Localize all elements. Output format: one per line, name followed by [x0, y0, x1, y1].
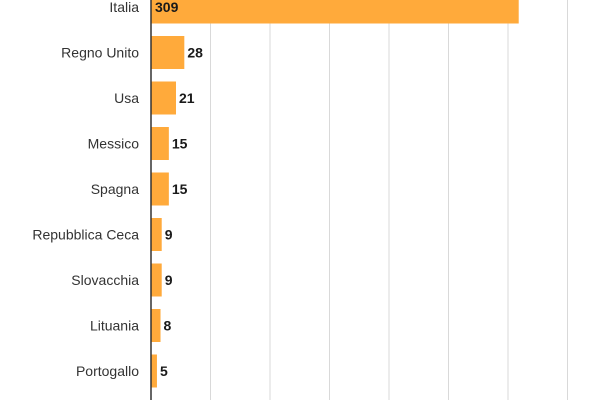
value-label: 21: [179, 90, 195, 106]
category-label: Italia: [109, 0, 139, 15]
category-labels: Italia Regno Unito Usa Messico Spagna Repubbl…: [32, 0, 139, 379]
grid-lines: [210, 0, 568, 400]
value-label: 309: [155, 0, 179, 15]
value-label: 15: [172, 181, 188, 197]
category-label: Regno Unito: [61, 45, 139, 61]
category-label: Slovacchia: [71, 272, 139, 288]
bar-lituania: [151, 309, 161, 342]
value-label: 28: [187, 45, 203, 61]
bar-italia: [151, 0, 519, 24]
category-label: Spagna: [91, 181, 139, 197]
bar-slovacchia: [151, 263, 162, 297]
value-label: 9: [165, 272, 173, 288]
bar-repubblica-ceca: [151, 218, 162, 251]
bar-regno-unito: [151, 36, 185, 69]
category-label: Lituania: [90, 318, 139, 334]
bar-portogallo: [151, 354, 157, 388]
category-label: Usa: [114, 90, 139, 106]
bar-spagna: [151, 172, 169, 206]
bar-usa: [151, 81, 176, 115]
value-label: 9: [165, 227, 173, 243]
value-label: 15: [172, 136, 188, 152]
value-label: 8: [164, 318, 172, 334]
category-label: Repubblica Ceca: [32, 227, 139, 243]
bar-messico: [151, 127, 169, 160]
bars: [151, 0, 519, 388]
value-labels: 309 28 21 15 15 9 9 8 5: [155, 0, 203, 379]
value-label: 5: [160, 363, 168, 379]
category-label: Messico: [88, 136, 140, 152]
category-label: Portogallo: [76, 363, 139, 379]
